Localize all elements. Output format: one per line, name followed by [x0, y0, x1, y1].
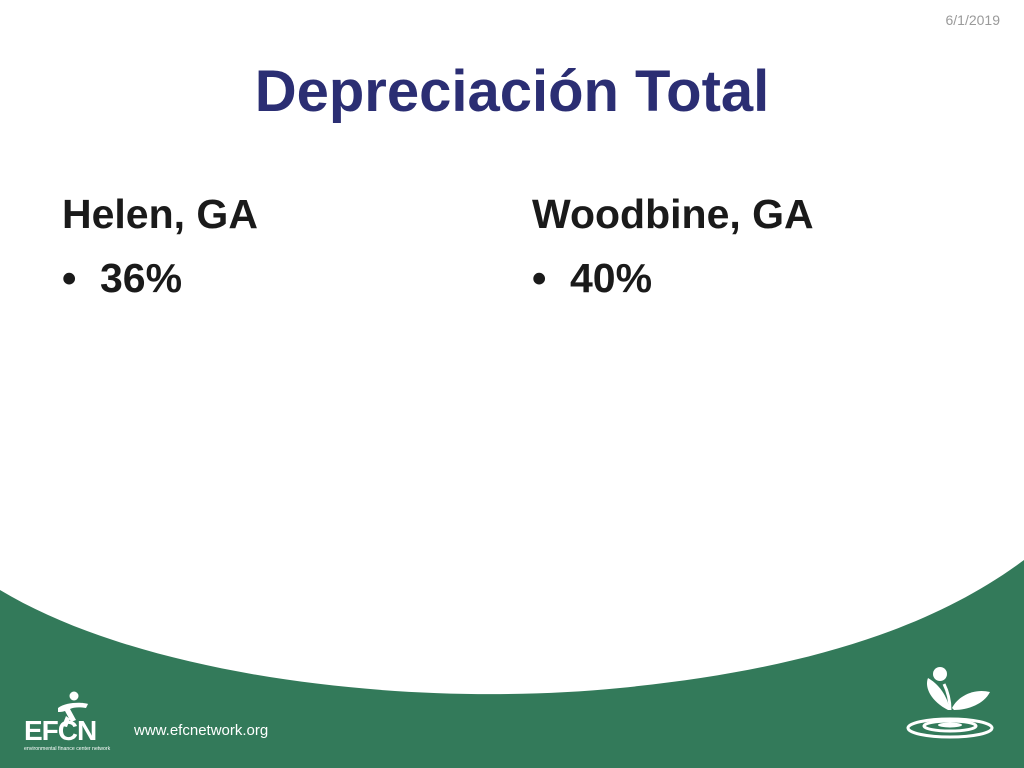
footer-url[interactable]: www.efcnetwork.org — [134, 722, 269, 739]
bullet-text: 36% — [100, 255, 183, 301]
column-heading: Helen, GA — [62, 191, 258, 237]
bullet-item: • 36% — [62, 254, 258, 302]
bullet-glyph: • — [532, 255, 547, 301]
svg-text:environmental finance center n: environmental finance center network — [24, 746, 111, 752]
column-woodbine: Woodbine, GA • 40% — [532, 190, 814, 302]
slide-date: 6/1/2019 — [945, 12, 1001, 28]
footer-wave-background — [0, 560, 1024, 768]
sprout-logo-icon — [906, 667, 994, 739]
column-helen: Helen, GA • 36% — [62, 190, 258, 302]
column-heading: Woodbine, GA — [532, 191, 814, 237]
efcn-logo: EFCN environmental finance center networ… — [24, 691, 111, 752]
svg-text:EFCN: EFCN — [24, 715, 96, 746]
slide-title: Depreciación Total — [254, 59, 770, 124]
bullet-glyph: • — [62, 255, 77, 301]
bullet-text: 40% — [570, 255, 653, 301]
bullet-item: • 40% — [532, 254, 814, 302]
